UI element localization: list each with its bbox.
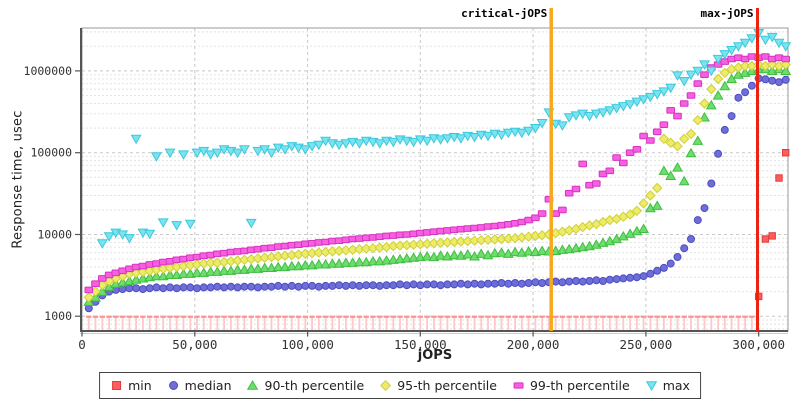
y-tick-label: 1000000	[24, 64, 73, 78]
x-axis-title: jOPS	[417, 348, 453, 363]
series-90-th-percentile	[83, 63, 792, 306]
legend-marker-95-th-percentile	[380, 379, 392, 392]
legend-marker-99-th-percentile	[513, 382, 524, 389]
x-tick-label: 0	[78, 337, 86, 352]
y-tick-label: 10000	[37, 228, 72, 242]
series-max	[96, 29, 792, 249]
legend-item-median: median	[167, 378, 232, 393]
vline-label-critical-jops: critical-jOPS	[461, 7, 547, 20]
annotations: critical-jOPS max-jOPS	[461, 7, 759, 331]
legend-marker-min	[112, 381, 122, 390]
series-99-th-percentile	[84, 53, 791, 294]
x-tick-label: 300,000	[732, 337, 785, 352]
x-tick-label: 50,000	[172, 337, 217, 352]
y-tick-label: 100000	[30, 146, 72, 160]
legend-label: median	[184, 378, 232, 393]
x-tick-label: 150,000	[394, 337, 447, 352]
legend-marker-max	[645, 381, 657, 391]
legend-label: max	[662, 378, 690, 393]
legend-label: 95-th percentile	[397, 378, 497, 393]
legend-item-min: min	[110, 378, 152, 393]
legend-item-max: max	[645, 378, 690, 393]
series-median	[84, 74, 790, 313]
legend-marker-90-th-percentile	[247, 380, 259, 390]
gridlines	[82, 28, 788, 331]
legend-item-95-th-percentile: 95-th percentile	[379, 378, 497, 393]
x-tick-label: 250,000	[620, 337, 673, 352]
vline-label-max-jops: max-jOPS	[701, 7, 754, 20]
y-tick-label: 1000	[44, 309, 72, 323]
legend-marker-median	[168, 381, 178, 390]
legend-label: min	[128, 378, 152, 393]
legend-item-99-th-percentile: 99-th percentile	[512, 378, 630, 393]
series-min	[86, 149, 790, 330]
y-axis-title: Response time, usec	[10, 110, 26, 249]
legend-label: 99-th percentile	[529, 378, 630, 393]
x-tick-label: 100,000	[281, 337, 334, 352]
legend-label: 90-th percentile	[264, 378, 365, 393]
legend-item-90-th-percentile: 90-th percentile	[247, 378, 365, 393]
legend: min median 90-th percentile 95-th percentil…	[99, 372, 701, 399]
x-tick-label: 200,000	[507, 337, 560, 352]
axes: 0 50,000 100,000 150,000 200,000 250,000 300,0…	[24, 27, 789, 352]
